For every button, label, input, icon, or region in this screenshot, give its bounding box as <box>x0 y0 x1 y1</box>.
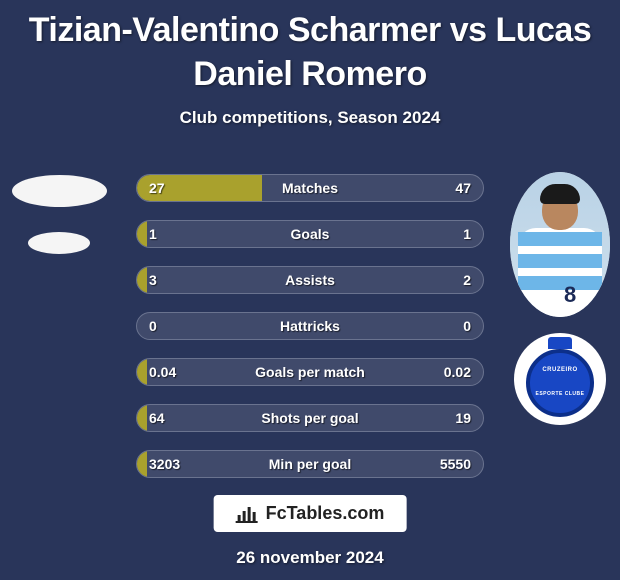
stat-row: 0.040.02Goals per match <box>136 358 484 386</box>
stat-label: Shots per goal <box>137 405 483 431</box>
right-club-logo: CRUZEIRO ESPORTE CLUBE <box>514 333 606 425</box>
stat-label: Min per goal <box>137 451 483 477</box>
club-crest-text: CRUZEIRO <box>514 367 606 373</box>
left-player-photo <box>12 175 107 207</box>
chart-icon <box>236 505 258 523</box>
jersey-number: 8 <box>564 282 576 308</box>
subtitle: Club competitions, Season 2024 <box>0 108 620 128</box>
stat-row: 11Goals <box>136 220 484 248</box>
stat-row: 32035550Min per goal <box>136 450 484 478</box>
stat-label: Hattricks <box>137 313 483 339</box>
stat-bars: 2747Matches 11Goals 32Assists 00Hattricks 0.… <box>136 174 484 496</box>
brand-text: FcTables.com <box>266 503 385 524</box>
right-player-photo: 8 <box>510 172 610 317</box>
stat-row: 6419Shots per goal <box>136 404 484 432</box>
stat-label: Matches <box>137 175 483 201</box>
brand-badge: FcTables.com <box>214 495 407 532</box>
page-title: Tizian-Valentino Scharmer vs Lucas Danie… <box>0 0 620 102</box>
stat-label: Goals <box>137 221 483 247</box>
stat-row: 2747Matches <box>136 174 484 202</box>
stat-row: 00Hattricks <box>136 312 484 340</box>
club-crest-text: ESPORTE CLUBE <box>514 391 606 397</box>
stat-label: Assists <box>137 267 483 293</box>
stat-label: Goals per match <box>137 359 483 385</box>
stat-row: 32Assists <box>136 266 484 294</box>
left-club-logo <box>28 232 90 254</box>
footer-date: 26 november 2024 <box>0 548 620 568</box>
